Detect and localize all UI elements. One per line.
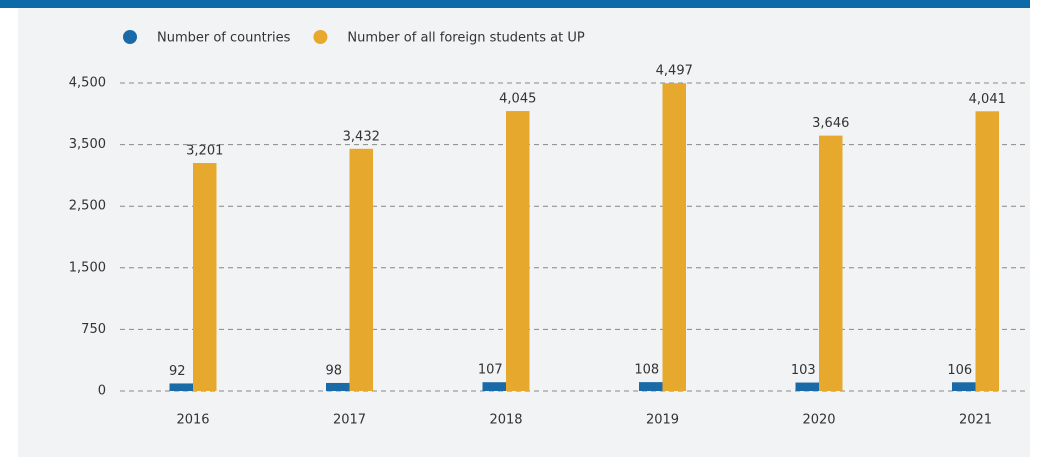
x-tick-label: 2017 <box>333 413 366 428</box>
data-label: 98 <box>325 363 342 378</box>
x-tick-label: 2019 <box>646 413 679 428</box>
y-tick-label: 750 <box>81 322 106 337</box>
bar <box>639 382 663 391</box>
legend-label: Number of all foreign students at UP <box>347 31 584 46</box>
bar <box>819 135 843 391</box>
legend-swatch <box>123 30 137 44</box>
y-tick-label: 1,500 <box>69 260 106 275</box>
data-label: 107 <box>478 363 503 378</box>
data-label: 92 <box>169 364 186 379</box>
x-tick-label: 2016 <box>176 413 209 428</box>
x-tick-label: 2020 <box>802 413 835 428</box>
bar <box>169 383 193 391</box>
bar <box>482 382 506 391</box>
data-label: 4,045 <box>499 92 536 107</box>
y-tick-label: 4,500 <box>69 76 106 91</box>
bar <box>193 163 217 391</box>
legend-swatch <box>313 30 328 44</box>
y-tick-label: 3,500 <box>69 137 106 152</box>
data-label: 3,646 <box>812 116 849 131</box>
bar <box>975 111 999 391</box>
data-label: 4,041 <box>969 92 1006 107</box>
data-label: 108 <box>634 363 659 378</box>
bar <box>662 83 686 391</box>
data-label: 103 <box>791 363 816 378</box>
top-band <box>0 0 1030 8</box>
bar <box>795 382 819 391</box>
y-tick-label: 0 <box>98 384 106 399</box>
bar <box>326 382 350 391</box>
x-tick-label: 2021 <box>959 413 992 428</box>
data-label: 3,201 <box>186 144 223 159</box>
data-label: 106 <box>947 363 972 378</box>
bar <box>952 382 976 391</box>
bar <box>506 111 530 391</box>
data-label: 3,432 <box>343 129 380 144</box>
y-tick-label: 2,500 <box>69 199 106 214</box>
data-label: 4,497 <box>656 64 693 79</box>
x-tick-label: 2018 <box>489 413 522 428</box>
bar <box>349 148 373 391</box>
legend-label: Number of countries <box>157 31 291 46</box>
